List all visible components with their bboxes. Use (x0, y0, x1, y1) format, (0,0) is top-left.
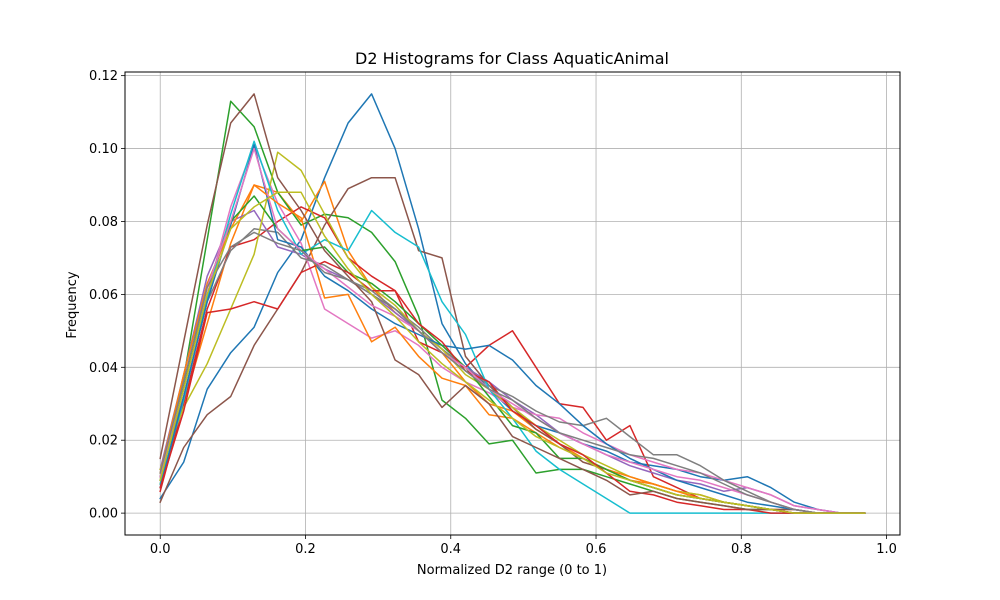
series-line-17 (159, 231, 866, 514)
y-tick-label: 0.12 (89, 69, 118, 84)
y-axis-ticks: 0.00 0.02 0.04 0.06 0.08 0.10 0.12 (89, 69, 125, 522)
x-tick-label: 1.0 (876, 542, 897, 557)
series-line-8 (159, 228, 866, 514)
y-tick-label: 0.10 (89, 142, 118, 157)
y-tick-label: 0.06 (89, 288, 118, 303)
y-tick-label: 0.08 (89, 215, 118, 230)
x-tick-label: 0.8 (731, 542, 752, 557)
x-tick-label: 0.0 (150, 542, 171, 557)
x-axis-ticks: 0.0 0.2 0.4 0.6 0.8 1.0 (150, 535, 897, 557)
chart-title: D2 Histograms for Class AquaticAnimal (355, 49, 669, 68)
series-line-15 (159, 93, 866, 514)
y-tick-label: 0.00 (89, 507, 118, 522)
series-line-11 (159, 144, 866, 514)
series-line-18 (159, 191, 866, 514)
x-tick-label: 0.2 (295, 542, 316, 557)
x-tick-label: 0.6 (586, 542, 607, 557)
y-axis-title: Frequency (65, 271, 80, 338)
y-tick-label: 0.04 (89, 361, 118, 376)
x-tick-label: 0.4 (440, 542, 461, 557)
y-tick-label: 0.02 (89, 434, 118, 449)
series-layer (159, 93, 866, 514)
x-axis-title: Normalized D2 range (0 to 1) (417, 563, 607, 578)
plot-frame (124, 71, 901, 536)
